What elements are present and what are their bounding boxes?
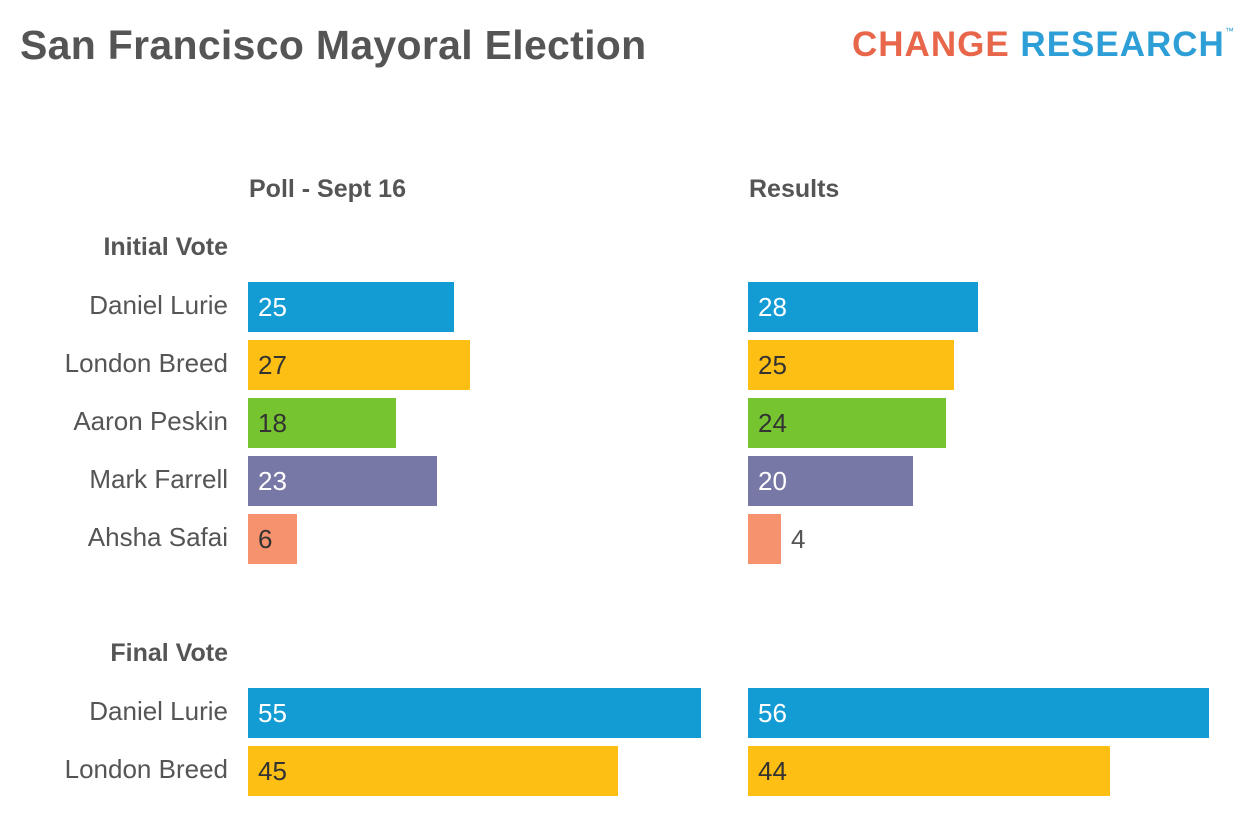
candidate-label: Aaron Peskin — [73, 406, 228, 436]
column-header: Poll - Sept 16 — [249, 175, 406, 203]
bar-value-label: 23 — [258, 466, 287, 496]
bar — [248, 282, 454, 332]
candidate-label: Daniel Lurie — [89, 290, 228, 320]
logo-research: RESEARCH — [1020, 25, 1225, 64]
bar — [748, 340, 954, 390]
section-label: Final Vote — [110, 639, 228, 667]
bar — [748, 514, 781, 564]
section-label: Initial Vote — [103, 233, 228, 261]
logo-trademark: ™ — [1224, 26, 1234, 36]
candidate-label: London Breed — [64, 348, 228, 378]
candidate-label: Mark Farrell — [89, 464, 228, 494]
chart-title: San Francisco Mayoral Election — [20, 22, 647, 68]
bar-value-label: 20 — [758, 466, 787, 496]
change-research-logo: CHANGE RESEARCH™ — [852, 25, 1234, 65]
bar — [748, 398, 946, 448]
candidate-label: London Breed — [64, 754, 228, 784]
bar-value-label: 6 — [258, 524, 273, 554]
bar — [748, 746, 1110, 796]
bar-value-label: 24 — [758, 408, 787, 438]
bar-value-label: 55 — [258, 698, 287, 728]
candidate-label: Ahsha Safai — [87, 522, 228, 552]
bar-value-label: 18 — [258, 408, 287, 438]
candidate-label: Daniel Lurie — [89, 696, 228, 726]
bar-value-label: 25 — [258, 292, 287, 322]
bar-value-label: 25 — [758, 350, 787, 380]
bar — [248, 746, 618, 796]
column-header: Results — [749, 175, 840, 203]
bar — [248, 340, 470, 390]
bar-value-label: 44 — [758, 756, 787, 786]
bar — [748, 688, 1209, 738]
bar-value-label: 45 — [258, 756, 287, 786]
bar-value-label: 56 — [758, 698, 787, 728]
bar-value-label: 4 — [791, 524, 806, 554]
bar — [248, 456, 437, 506]
bar — [748, 282, 978, 332]
bar-value-label: 27 — [258, 350, 287, 380]
bar — [748, 456, 913, 506]
logo-change: CHANGE — [852, 25, 1010, 64]
bar — [248, 688, 701, 738]
bar-value-label: 28 — [758, 292, 787, 322]
bar — [248, 514, 297, 564]
bar — [248, 398, 396, 448]
